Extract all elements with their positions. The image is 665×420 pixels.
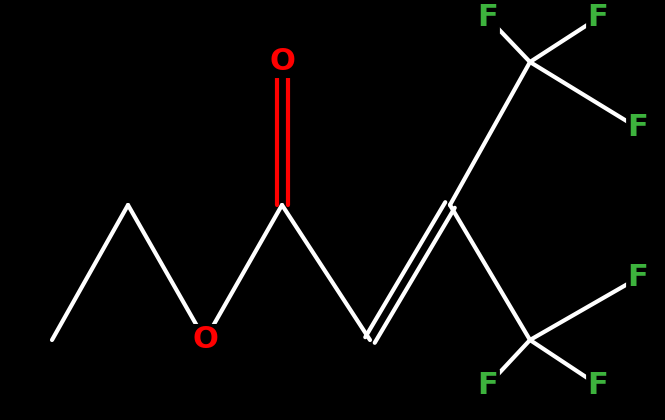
Text: F: F [588,370,608,399]
Text: O: O [269,47,295,76]
Text: F: F [628,113,648,142]
Text: F: F [588,3,608,32]
Text: O: O [192,326,218,354]
Text: F: F [628,263,648,292]
Text: F: F [477,370,498,399]
Text: F: F [477,3,498,32]
